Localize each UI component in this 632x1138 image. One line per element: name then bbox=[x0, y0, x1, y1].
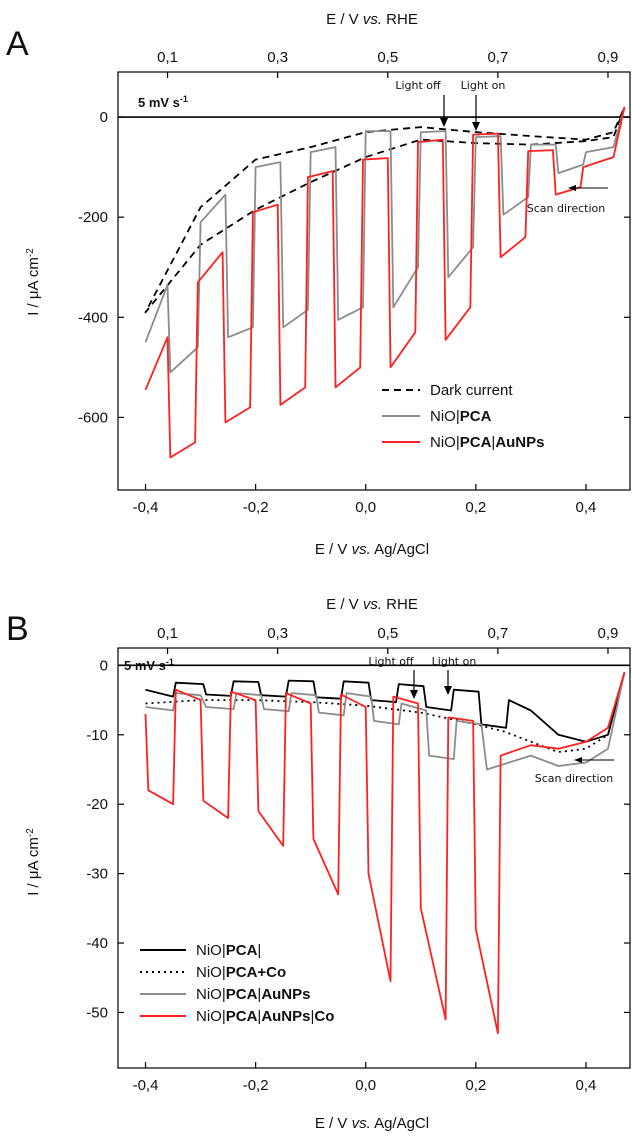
x-tick-label-a-4: 0,4 bbox=[576, 499, 597, 516]
light-on-arrowhead-b bbox=[444, 686, 452, 695]
top-x-axis-label-a: E / V vs. RHE bbox=[326, 11, 418, 28]
x2-tick-label-b-3: 0,7 bbox=[487, 625, 508, 642]
series-group-a bbox=[144, 106, 626, 459]
series-line-a-2 bbox=[144, 106, 626, 459]
top-x-axis-label-b: E / V vs. RHE bbox=[326, 596, 418, 613]
y-tick-label-a-0: 0 bbox=[100, 109, 108, 126]
x-tick-label-b-2: 0,0 bbox=[355, 1077, 376, 1094]
legend-label-b-0: NiO|PCA| bbox=[196, 942, 261, 959]
axes-b: -0,4 -0,2 0,0 0,2 0,4 0,1 0,3 0,5 0,7 0,9 0 -10 -20 -… bbox=[86, 625, 631, 1094]
x-tick-label-a-0: -0,4 bbox=[133, 499, 159, 516]
x2-tick-label-b-1: 0,3 bbox=[267, 625, 288, 642]
legend-label-a-2: NiO|PCA|AuNPs bbox=[430, 434, 545, 451]
y-axis-label-a: I / μA cm-2 bbox=[25, 248, 43, 316]
x2-tick-label-b-0: 0,1 bbox=[157, 625, 178, 642]
panel-a: A E / V vs. RHE E / V vs. Ag/AgCl I / μA… bbox=[6, 11, 631, 558]
series-line-b-1 bbox=[145, 672, 626, 753]
x2-tick-label-a-1: 0,3 bbox=[267, 49, 288, 66]
y-tick-label-a-2: -400 bbox=[78, 309, 108, 326]
light-on-arrowhead-a bbox=[472, 122, 480, 131]
series-line-b-3 bbox=[144, 672, 626, 1035]
y-tick-label-a-1: -200 bbox=[78, 209, 108, 226]
annotations-a: 5 mV s-1 Light off Light on Scan directi… bbox=[138, 79, 608, 215]
plot-frame-a bbox=[117, 71, 631, 491]
light-off-arrowhead-b bbox=[410, 690, 418, 699]
series-line-a-1 bbox=[144, 106, 626, 374]
y-tick-label-b-2: -20 bbox=[86, 796, 108, 813]
y-tick-label-b-5: -50 bbox=[86, 1004, 108, 1021]
y-tick-label-b-1: -10 bbox=[86, 727, 108, 744]
series-group-b bbox=[144, 672, 626, 1035]
legend-label-b-3: NiO|PCA|AuNPs|Co bbox=[196, 1008, 334, 1025]
y-tick-label-b-3: -30 bbox=[86, 866, 108, 883]
series-line-b-2 bbox=[145, 672, 626, 771]
scan-direction-label-b: Scan direction bbox=[535, 772, 613, 785]
light-off-arrowhead-a bbox=[440, 118, 448, 127]
x2-tick-label-a-0: 0,1 bbox=[157, 49, 178, 66]
x2-tick-label-b-4: 0,9 bbox=[598, 625, 619, 642]
y-tick-label-b-0: 0 bbox=[100, 657, 108, 674]
x-tick-label-b-3: 0,2 bbox=[465, 1077, 486, 1094]
light-off-label-a: Light off bbox=[395, 79, 441, 92]
light-off-label-b: Light off bbox=[368, 655, 414, 668]
scan-direction-label-a: Scan direction bbox=[527, 202, 605, 215]
scan-rate-label-b: 5 mV s-1 bbox=[124, 657, 174, 673]
annotations-b: 5 mV s-1 Light off Light on Scan directi… bbox=[124, 655, 614, 785]
x-tick-label-a-1: -0,2 bbox=[243, 499, 269, 516]
y-axis-label-b: I / μA cm-2 bbox=[25, 828, 43, 896]
bottom-x-axis-label-b: E / V vs. Ag/AgCl bbox=[315, 1115, 429, 1132]
y-tick-label-a-3: -600 bbox=[78, 409, 108, 426]
x2-tick-label-a-2: 0,5 bbox=[377, 49, 398, 66]
legend-label-b-1: NiO|PCA+Co bbox=[196, 964, 286, 981]
legend-b: NiO|PCA| NiO|PCA+Co NiO|PCA|AuNPs NiO|PCA|A… bbox=[140, 942, 334, 1025]
x-tick-label-b-0: -0,4 bbox=[133, 1077, 159, 1094]
panel-letter-b: B bbox=[6, 610, 29, 648]
axes-a: -0,4 -0,2 0,0 0,2 0,4 0,1 0,3 0,5 0,7 0,9 0 -200 -40… bbox=[78, 49, 631, 516]
x-tick-label-b-1: -0,2 bbox=[243, 1077, 269, 1094]
x-tick-label-b-4: 0,4 bbox=[576, 1077, 597, 1094]
panel-letter-a: A bbox=[6, 25, 29, 63]
panel-b: B E / V vs. RHE E / V vs. Ag/AgCl I / μA… bbox=[6, 596, 631, 1132]
x2-tick-label-a-3: 0,7 bbox=[487, 49, 508, 66]
scan-direction-arrowhead-a bbox=[568, 185, 576, 191]
series-line-a-0 bbox=[144, 106, 626, 314]
x-tick-label-a-3: 0,2 bbox=[465, 499, 486, 516]
legend-label-a-1: NiO|PCA bbox=[430, 408, 492, 425]
x2-tick-label-b-2: 0,5 bbox=[377, 625, 398, 642]
light-on-label-a: Light on bbox=[461, 79, 506, 92]
scan-direction-arrowhead-b bbox=[574, 757, 582, 763]
legend-label-b-2: NiO|PCA|AuNPs bbox=[196, 986, 311, 1003]
bottom-x-axis-label-a: E / V vs. Ag/AgCl bbox=[315, 541, 429, 558]
light-on-label-b: Light on bbox=[432, 655, 477, 668]
legend-label-a-0: Dark current bbox=[430, 382, 513, 399]
x2-tick-label-a-4: 0,9 bbox=[598, 49, 619, 66]
legend-a: Dark current NiO|PCA NiO|PCA|AuNPs bbox=[382, 382, 545, 451]
y-tick-label-b-4: -40 bbox=[86, 935, 108, 952]
scan-rate-label-a: 5 mV s-1 bbox=[138, 94, 188, 110]
x-tick-label-a-2: 0,0 bbox=[355, 499, 376, 516]
plot-frame-b bbox=[117, 647, 631, 1069]
